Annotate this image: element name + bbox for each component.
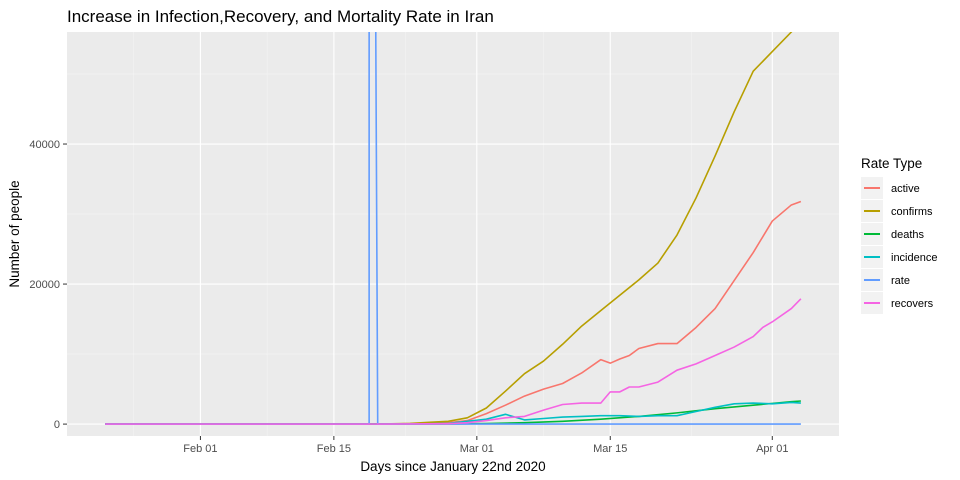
series-lines: [105, 32, 802, 425]
legend-label-active: active: [891, 183, 920, 195]
series-line-recovers: [105, 298, 802, 425]
x-tick-label: Mar 01: [460, 443, 494, 455]
y-axis-title: Number of people: [7, 180, 22, 287]
grid-minor: [67, 32, 839, 436]
series-line-incidence: [105, 401, 801, 425]
legend-label-incidence: incidence: [891, 252, 937, 264]
plot-panel: [67, 32, 839, 436]
x-tick-label: Apr 01: [756, 443, 788, 455]
legend-label-recovers: recovers: [891, 298, 934, 310]
x-tick-label: Feb 15: [317, 443, 351, 455]
legend-label-rate: rate: [891, 275, 910, 287]
axes: Feb 01 Feb 15 Mar 01 Mar 15 Apr 01 0 20000 4000…: [29, 139, 788, 455]
legend: Rate Type active confirms deaths incidence r…: [861, 156, 937, 314]
legend-label-confirms: confirms: [891, 206, 933, 218]
x-tick-label: Feb 01: [183, 443, 217, 455]
legend-title: Rate Type: [861, 156, 922, 171]
series-line-confirms: [105, 32, 793, 425]
y-tick-label: 40000: [29, 139, 60, 151]
y-tick-label: 20000: [29, 279, 60, 291]
y-tick-label: 0: [54, 419, 60, 431]
chart-title: Increase in Infection,Recovery, and Mort…: [67, 7, 494, 26]
legend-label-deaths: deaths: [891, 229, 925, 241]
x-tick-label: Mar 15: [593, 443, 627, 455]
x-axis-title: Days since January 22nd 2020: [360, 459, 545, 474]
